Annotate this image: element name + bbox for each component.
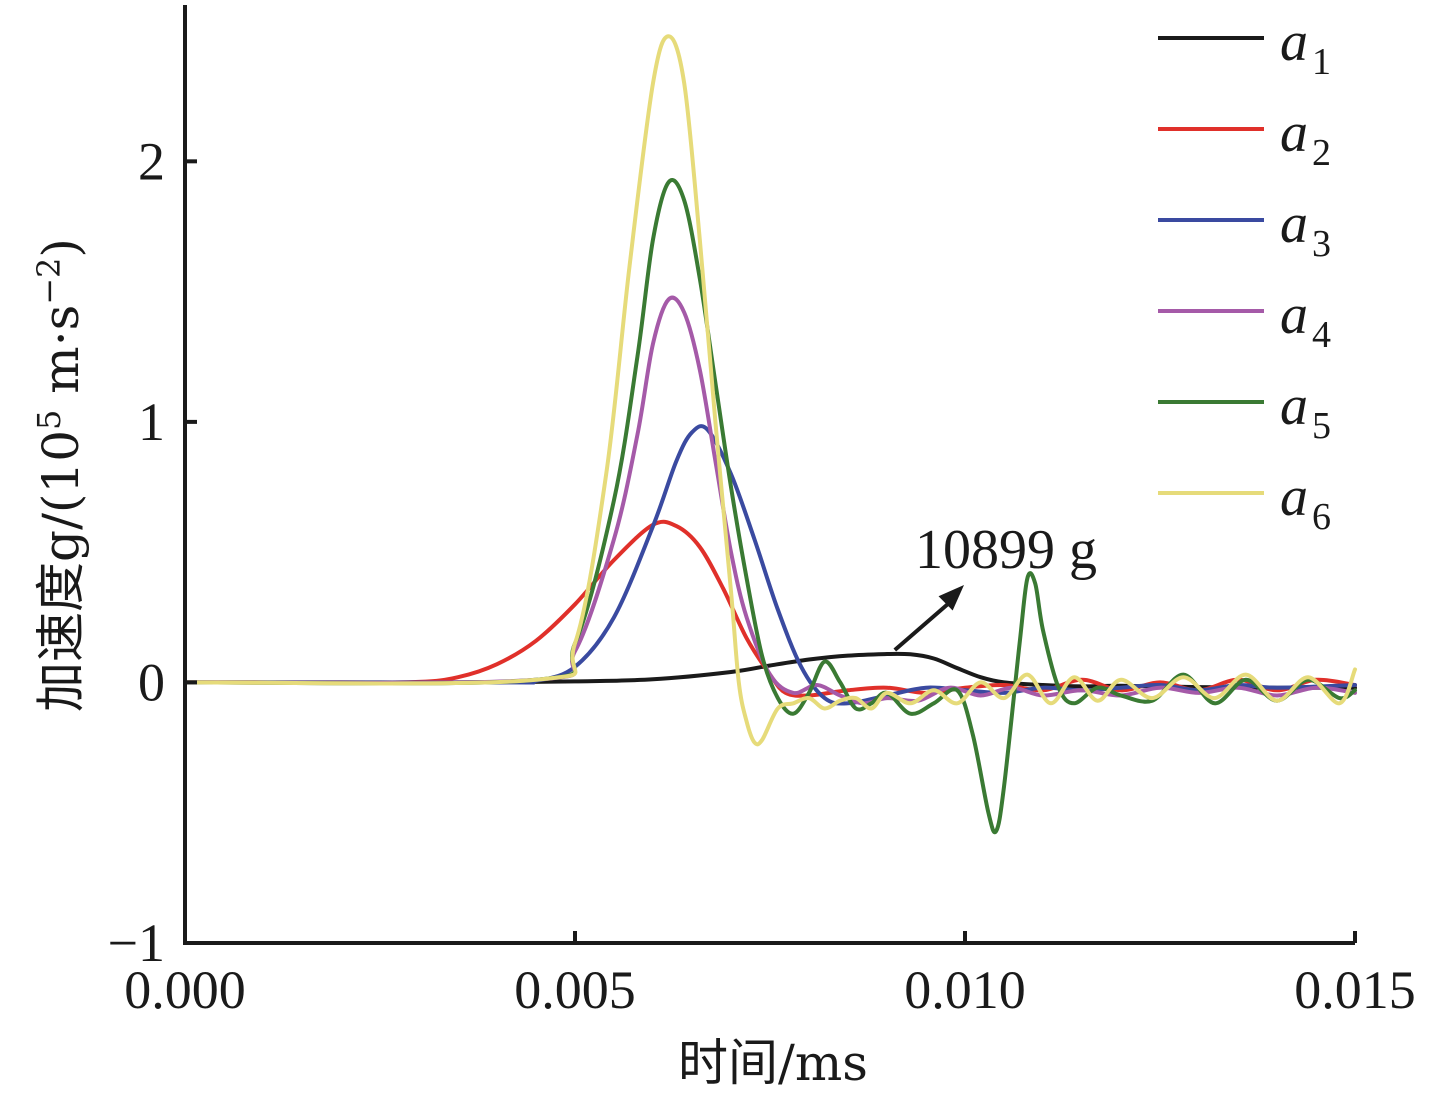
series-line-a4 xyxy=(183,295,1357,706)
y-tick-label: 0 xyxy=(138,652,165,712)
y-axis-title-main: 加速度g/(10 xyxy=(32,430,90,712)
annotation-label: 10899 g xyxy=(915,519,1097,581)
x-tick-label: 0.015 xyxy=(1294,960,1416,1020)
y-tick-label: 2 xyxy=(138,131,165,191)
annotation-arrow-head xyxy=(938,585,964,611)
axes-layer xyxy=(183,5,1355,945)
x-tick-label: 0.010 xyxy=(904,960,1026,1020)
series-line-a5 xyxy=(183,178,1357,835)
legend: a 1 a 2 a 3 a 4 a 5 a 6 xyxy=(1158,11,1331,538)
tick-layer: 0.000 0.005 0.010 0.015 −1 0 1 2 xyxy=(108,131,1416,1020)
series-line-a3 xyxy=(183,424,1357,706)
y-axis-title-unit-exp: −2 xyxy=(30,258,68,305)
series-line-a2 xyxy=(183,519,1357,698)
y-tick-label: −1 xyxy=(108,913,165,973)
series-layer xyxy=(183,34,1357,835)
y-axis-title-exp: 5 xyxy=(30,410,68,430)
y-axis-title-close: ) xyxy=(32,238,90,258)
annotation-arrow-line xyxy=(893,595,958,652)
series-line-a6 xyxy=(183,34,1357,747)
y-axis-title-unit: m·s xyxy=(32,305,90,410)
x-axis-title: 时间/ms xyxy=(678,1034,868,1092)
x-tick-label: 0.005 xyxy=(514,960,636,1020)
annotation: 10899 g xyxy=(893,519,1097,652)
y-tick-label: 1 xyxy=(138,392,165,452)
y-axis-title: 加速度g/(105 m·s−2) xyxy=(30,238,90,712)
x-tick-label: 0.000 xyxy=(124,960,246,1020)
